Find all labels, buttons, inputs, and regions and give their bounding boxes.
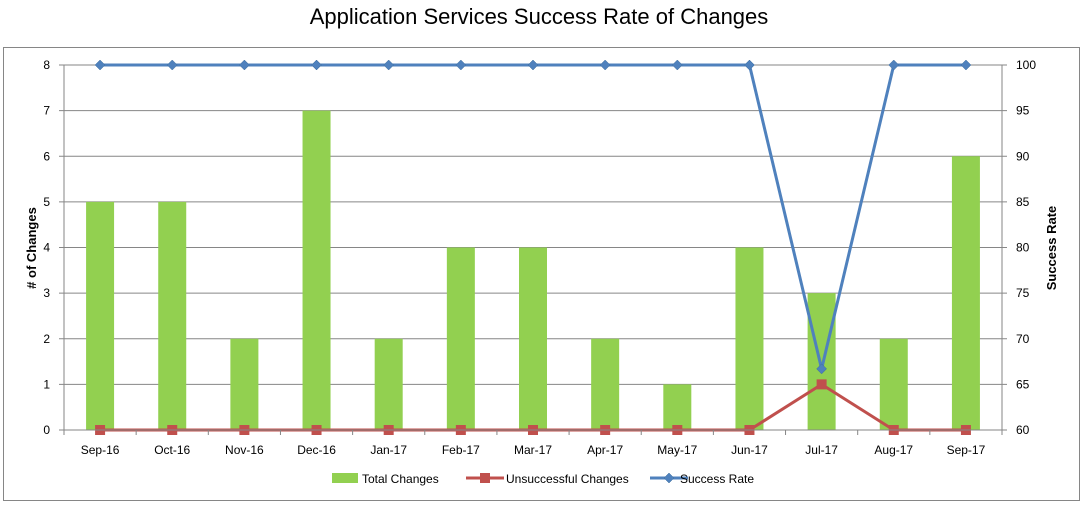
- x-tick-label: Jun-17: [731, 443, 768, 457]
- bar-total-changes: [302, 110, 331, 430]
- y-tick-label: 2: [43, 332, 50, 346]
- x-tick-label: Sep-17: [947, 443, 986, 457]
- legend-label-total-changes: Total Changes: [362, 472, 439, 486]
- bar-total-changes: [807, 293, 836, 430]
- y-tick-label: 1: [43, 377, 50, 391]
- bar-total-changes: [879, 338, 908, 430]
- bar-total-changes: [374, 338, 403, 430]
- point-success-rate: [166, 59, 178, 71]
- x-tick-label: Dec-16: [297, 443, 336, 457]
- y-tick-label: 0: [43, 423, 50, 437]
- legend-label-unsuccessful-changes: Unsuccessful Changes: [506, 472, 629, 486]
- y-tick-label: 7: [43, 104, 50, 118]
- x-tick-label: Oct-16: [154, 443, 190, 457]
- bar-total-changes: [663, 384, 692, 430]
- x-tick-label: Aug-17: [874, 443, 913, 457]
- y2-tick-label: 95: [1016, 104, 1030, 118]
- y-axis-title: # of Changes: [24, 207, 39, 289]
- point-success-rate: [888, 59, 900, 71]
- y2-tick-label: 60: [1016, 423, 1030, 437]
- bar-total-changes: [519, 247, 547, 430]
- y2-tick-label: 85: [1016, 195, 1030, 209]
- legend-label-success-rate: Success Rate: [680, 472, 754, 486]
- point-success-rate: [816, 363, 827, 375]
- point-success-rate: [671, 59, 683, 71]
- point-success-rate: [311, 59, 322, 71]
- point-success-rate: [599, 59, 611, 71]
- bar-total-changes: [951, 156, 980, 430]
- y2-tick-label: 70: [1016, 332, 1030, 346]
- legend-marker-success-rate: [663, 472, 675, 484]
- x-tick-label: Jul-17: [805, 443, 838, 457]
- point-unsuccessful-changes: [816, 379, 827, 390]
- x-tick-label: Mar-17: [514, 443, 552, 457]
- bar-total-changes: [446, 247, 475, 430]
- x-tick-label: Jan-17: [370, 443, 407, 457]
- bar-total-changes: [230, 338, 259, 430]
- point-success-rate: [527, 59, 539, 71]
- x-tick-label: Sep-16: [81, 443, 120, 457]
- chart-area-border: [3, 47, 1080, 501]
- y2-axis-title: Success Rate: [1044, 206, 1059, 291]
- legend-marker-unsuccessful-changes: [480, 473, 490, 483]
- point-success-rate: [744, 59, 755, 71]
- bar-total-changes: [86, 201, 115, 430]
- bar-series: [86, 110, 980, 430]
- bar-total-changes: [735, 247, 764, 430]
- y-tick-label: 5: [43, 195, 50, 209]
- y2-tick-label: 65: [1016, 377, 1030, 391]
- x-tick-label: May-17: [657, 443, 697, 457]
- point-success-rate: [455, 59, 467, 71]
- y-tick-label: 4: [43, 241, 50, 255]
- x-tick-label: Apr-17: [587, 443, 623, 457]
- legend-swatch-total-changes: [332, 473, 358, 483]
- bar-total-changes: [591, 338, 620, 430]
- y2-tick-label: 90: [1016, 149, 1030, 163]
- y-tick-label: 6: [43, 149, 50, 163]
- y2-tick-label: 80: [1016, 241, 1030, 255]
- point-success-rate: [94, 59, 106, 71]
- y-tick-label: 3: [43, 286, 50, 300]
- axes: 0 1 2 3 4 5 6 7 8 60 65 70 75 80 85 90 95 100 Sep-16 Oct-16…: [43, 58, 1036, 457]
- point-success-rate: [383, 59, 395, 71]
- x-tick-label: Feb-17: [442, 443, 480, 457]
- x-tick-label: Nov-16: [225, 443, 264, 457]
- point-success-rate: [239, 59, 250, 71]
- point-success-rate: [960, 59, 972, 71]
- chart-title: Application Services Success Rate of Cha…: [310, 4, 769, 29]
- y2-tick-label: 100: [1016, 58, 1036, 72]
- bar-total-changes: [158, 201, 187, 430]
- legend: Total Changes Unsuccessful Changes Success…: [332, 472, 754, 486]
- y2-tick-label: 75: [1016, 286, 1030, 300]
- y-tick-label: 8: [43, 58, 50, 72]
